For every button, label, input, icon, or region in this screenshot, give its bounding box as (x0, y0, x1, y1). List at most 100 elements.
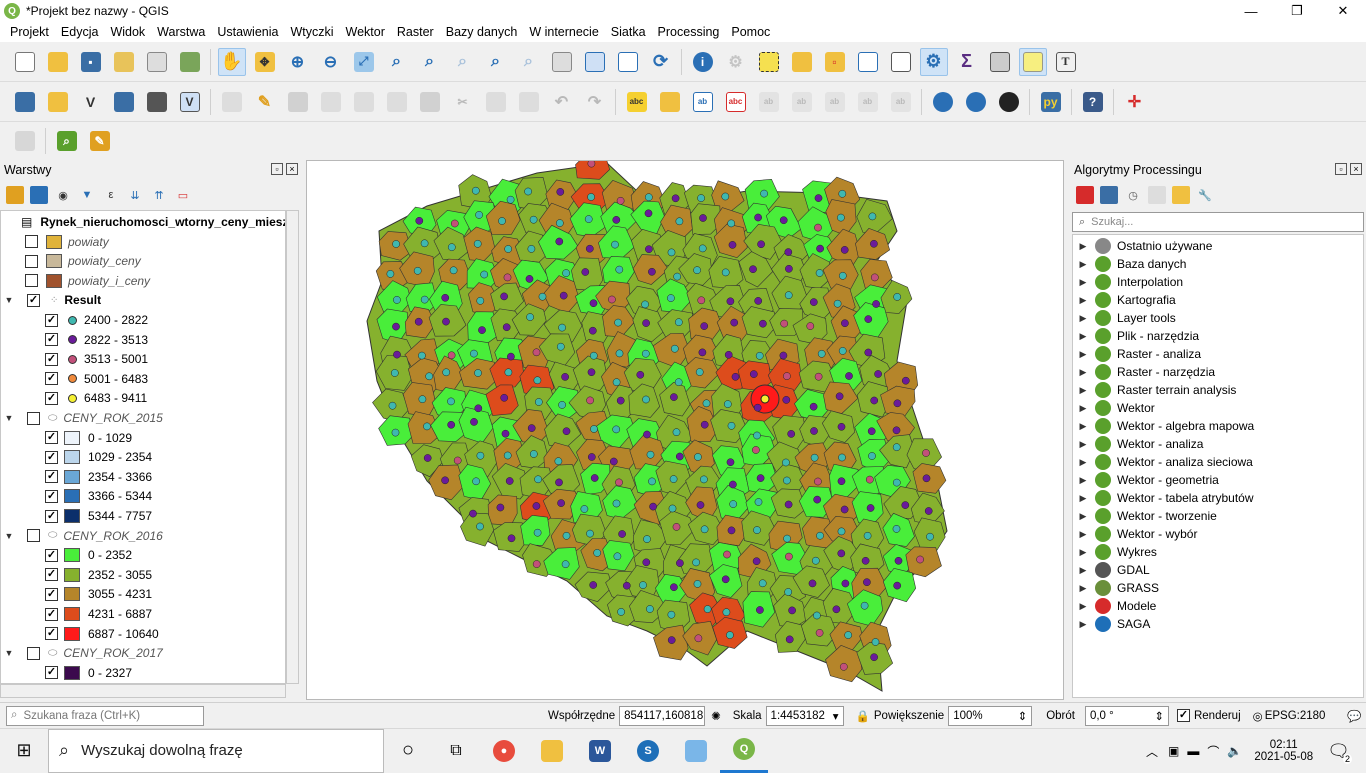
processing-close-button[interactable]: × (1350, 163, 1362, 175)
new-map-view-button[interactable] (548, 48, 576, 76)
layer-row[interactable]: ✓ 0 - 2327 (1, 664, 132, 682)
layer-tree-vscroll[interactable] (286, 210, 299, 684)
app-taskbar-button[interactable]: S (624, 729, 672, 773)
plugin-select-button[interactable] (11, 127, 39, 155)
processing-provider[interactable]: ▶ Ostatnio używane (1073, 237, 1212, 255)
diagram-toolbar-button[interactable] (656, 88, 684, 116)
word-taskbar-button[interactable]: W (576, 729, 624, 773)
menu-item-9[interactable]: W internecie (529, 25, 599, 39)
zoom-spinbox[interactable]: 100% ⇕ (948, 705, 1033, 726)
processing-provider[interactable]: ▶ Wektor - analiza sieciowa (1073, 453, 1253, 471)
wrench-icon[interactable]: 🔧 (1198, 189, 1212, 202)
chevron-right-icon[interactable]: ▶ (1079, 276, 1087, 287)
layer-row[interactable]: ✓ 3513 - 5001 (1, 350, 148, 368)
save-project-button[interactable]: ▪ (77, 48, 105, 76)
toggle-editing-button[interactable]: ✎ (251, 88, 279, 116)
tray-device-icon[interactable]: ▣ (1168, 744, 1180, 758)
windows-start-button[interactable]: ⊞ (0, 729, 48, 773)
layer-checkbox[interactable] (25, 235, 38, 249)
delete-selected-button[interactable] (416, 88, 444, 116)
cortana-button[interactable]: ○ (384, 729, 432, 773)
data-source-manager-button[interactable] (11, 88, 39, 116)
class-checkbox[interactable]: ✓ (45, 627, 58, 641)
chevron-down-icon[interactable]: ▼ (4, 530, 14, 541)
rotation-spinbox[interactable]: 0,0 ° ⇕ (1084, 705, 1169, 726)
close-button[interactable]: ✕ (1337, 3, 1349, 18)
layer-row[interactable]: ▼ ✓ ⁘ Result (1, 291, 102, 309)
chevron-right-icon[interactable]: ▶ (1079, 294, 1087, 305)
python-console-button[interactable]: py (1037, 88, 1065, 116)
attribute-table-button[interactable] (854, 48, 882, 76)
add-raster-layer-button[interactable] (110, 88, 138, 116)
crs-icon[interactable]: ◎ (1252, 710, 1263, 723)
models-icon[interactable] (1076, 186, 1094, 204)
zoom-out-button[interactable]: ⊖ (317, 48, 345, 76)
layer-row[interactable]: ✓ 0 - 2352 (1, 546, 132, 564)
save-edits-button[interactable] (284, 88, 312, 116)
undo-button[interactable]: ↶ (548, 88, 576, 116)
task-view-button[interactable]: ⧉ (432, 729, 480, 773)
layer-row[interactable]: ✓ 2822 - 3513 (1, 331, 148, 349)
pin-labels-button[interactable]: ab (689, 88, 717, 116)
identify-features-button[interactable]: i (689, 48, 717, 76)
processing-provider[interactable]: ▶ Wektor - wybór (1073, 525, 1197, 543)
layer-row[interactable]: ▼ ⬭ CENY_ROK_2015 (1, 409, 163, 427)
chevron-right-icon[interactable]: ▶ (1079, 492, 1087, 503)
class-checkbox[interactable]: ✓ (45, 509, 58, 523)
class-checkbox[interactable]: ✓ (45, 489, 58, 503)
maximize-button[interactable]: ❐ (1291, 3, 1303, 18)
edit-features-icon[interactable] (1172, 186, 1190, 204)
layer-row[interactable]: ✓ 5344 - 7757 (1, 507, 152, 525)
show-hide-labels-button[interactable]: ab (755, 88, 783, 116)
processing-provider[interactable]: ▶ Wykres (1073, 543, 1157, 561)
menu-item-2[interactable]: Widok (110, 25, 146, 39)
chevron-right-icon[interactable]: ▶ (1079, 420, 1087, 431)
menu-item-11[interactable]: Processing (657, 25, 720, 39)
processing-provider[interactable]: ▶ Wektor - geometria (1073, 471, 1219, 489)
rotate-label-button[interactable]: ab (821, 88, 849, 116)
coordinate-capture-button[interactable]: ✛ (1121, 88, 1149, 116)
open-project-button[interactable] (44, 48, 72, 76)
locator-search-input[interactable]: ⌕ Szukana fraza (Ctrl+K) (6, 705, 204, 726)
vertex-tool-button[interactable] (350, 88, 378, 116)
chevron-right-icon[interactable]: ▶ (1079, 330, 1087, 341)
history-icon[interactable]: ◷ (1128, 189, 1138, 202)
class-checkbox[interactable]: ✓ (45, 548, 58, 562)
chevron-down-icon[interactable]: ▼ (4, 295, 14, 306)
chevron-right-icon[interactable]: ▶ (1079, 456, 1087, 467)
processing-provider[interactable]: ▶ Raster - analiza (1073, 345, 1201, 363)
explorer-taskbar-button[interactable] (528, 729, 576, 773)
eye-icon[interactable]: ◉ (58, 189, 68, 202)
chevron-right-icon[interactable]: ▶ (1079, 510, 1087, 521)
highlight-pinned-button[interactable]: abc (722, 88, 750, 116)
taskbar-search-input[interactable]: ⌕ Wyszukaj dowolną frazę (48, 728, 384, 773)
tray-volume-icon[interactable]: 🔈 (1227, 744, 1243, 758)
processing-provider[interactable]: ▶ GRASS (1073, 579, 1159, 597)
zoom-next-button[interactable]: ⌕ (515, 48, 543, 76)
filter-icon[interactable]: ▼ (81, 189, 93, 201)
class-checkbox[interactable]: ✓ (45, 352, 58, 366)
redo-button[interactable]: ↷ (581, 88, 609, 116)
select-features-button[interactable] (755, 48, 783, 76)
label-properties-button[interactable]: ab (887, 88, 915, 116)
paint-taskbar-button[interactable] (672, 729, 720, 773)
collapse-all-icon[interactable]: ⇈ (154, 189, 164, 202)
layer-row[interactable]: ▼ ⬭ CENY_ROK_2017 (1, 644, 163, 662)
paste-features-button[interactable] (515, 88, 543, 116)
web-service-1-button[interactable] (929, 88, 957, 116)
chevron-right-icon[interactable]: ▶ (1079, 384, 1087, 395)
menu-item-7[interactable]: Raster (396, 25, 434, 39)
menu-item-8[interactable]: Bazy danych (445, 25, 518, 39)
menu-item-4[interactable]: Ustawienia (217, 25, 279, 39)
processing-provider[interactable]: ▶ SAGA (1073, 615, 1150, 633)
processing-provider[interactable]: ▶ Wektor - tabela atrybutów (1073, 489, 1254, 507)
class-checkbox[interactable]: ✓ (45, 333, 58, 347)
processing-provider[interactable]: ▶ Wektor - tworzenie (1073, 507, 1217, 525)
tray-clock[interactable]: 02:11 2021-05-08 (1254, 739, 1313, 763)
results-icon[interactable] (1148, 186, 1166, 204)
plugin-search-button[interactable]: ⌕ (53, 127, 81, 155)
zoom-in-button[interactable]: ⊕ (284, 48, 312, 76)
add-feature-button[interactable] (317, 88, 345, 116)
label-toolbar-button[interactable]: abc (623, 88, 651, 116)
zoom-to-selection-button[interactable]: ⌕ (383, 48, 411, 76)
